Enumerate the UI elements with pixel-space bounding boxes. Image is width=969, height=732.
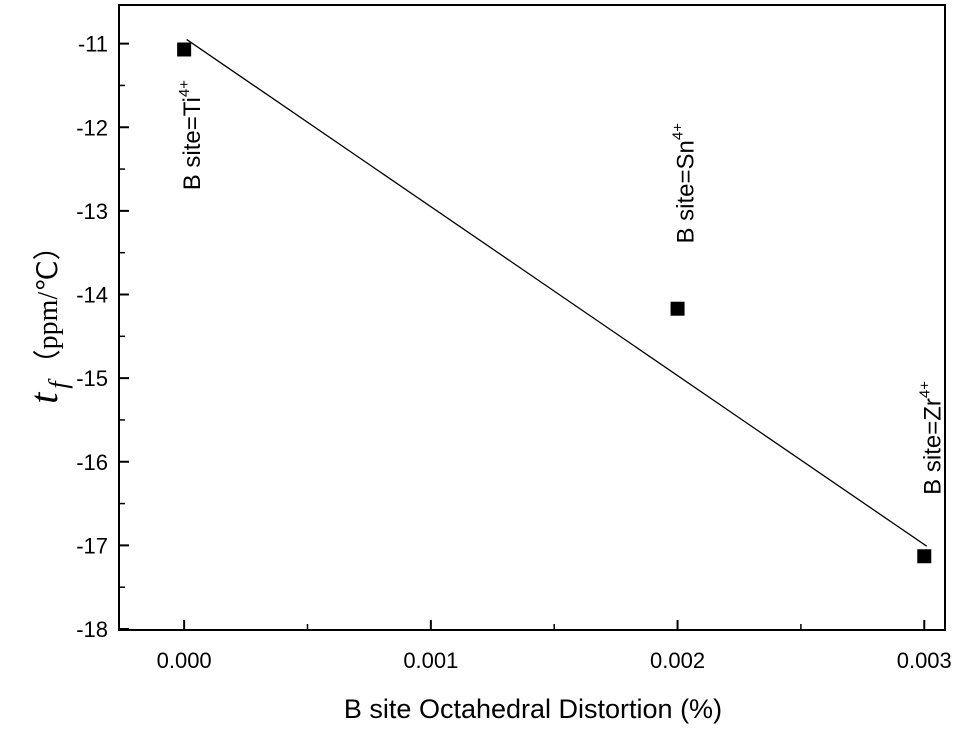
data-points (177, 42, 932, 564)
y-axis-symbol: t (21, 392, 66, 404)
x-axis-ticks: 0.000 0.001 0.002 0.003 (157, 620, 952, 673)
y-tick-label: -13 (76, 199, 108, 224)
x-tick-label: 0.002 (650, 648, 705, 673)
data-point (670, 301, 685, 316)
y-tick-label: -12 (76, 115, 108, 140)
annotation-label: B site=Sn (673, 140, 700, 243)
annotation-label: B site=Zr (919, 398, 946, 495)
annotation-superscript: 4+ (176, 80, 193, 97)
y-tick-label: -11 (78, 32, 108, 57)
fit-line-group (186, 38, 928, 547)
x-axis-title: B site Octahedral Distortion (%) (344, 694, 722, 724)
annotation-superscript: 4+ (916, 381, 933, 398)
y-axis-unit: （ppm/℃） (32, 232, 64, 377)
svg-text:B site=Ti4+: B site=Ti4+ (176, 80, 206, 190)
y-axis-ticks: -11 -12 -13 -14 -15 -16 -17 -18 (76, 32, 129, 642)
svg-text:t f （ppm/℃）: t f （ppm/℃） (21, 232, 73, 403)
point-annotations: B site=Ti4+B site=Sn4+B site=Zr4+ (176, 80, 946, 495)
point-annotation: B site=Ti4+ (176, 80, 206, 190)
data-point (917, 549, 932, 564)
y-tick-label: -14 (76, 283, 108, 308)
x-tick-label: 0.003 (897, 648, 952, 673)
annotation-superscript: 4+ (670, 123, 687, 140)
y-tick-label: -18 (76, 617, 108, 642)
y-tick-label: -17 (76, 533, 108, 558)
plot-frame (118, 4, 946, 631)
svg-text:B site=Sn4+: B site=Sn4+ (670, 123, 700, 244)
point-annotation: B site=Sn4+ (670, 123, 700, 244)
svg-text:B site=Zr4+: B site=Zr4+ (916, 381, 946, 495)
y-tick-label: -15 (76, 366, 108, 391)
fit-line (186, 38, 928, 547)
point-annotation: B site=Zr4+ (916, 381, 946, 495)
data-point (177, 42, 192, 57)
y-axis-title: t f （ppm/℃） (21, 232, 73, 403)
x-tick-label: 0.001 (403, 648, 458, 673)
x-tick-label: 0.000 (157, 648, 212, 673)
y-axis-subscript: f (44, 378, 73, 389)
y-tick-label: -16 (76, 450, 108, 475)
annotation-label: B site=Ti (179, 97, 206, 190)
